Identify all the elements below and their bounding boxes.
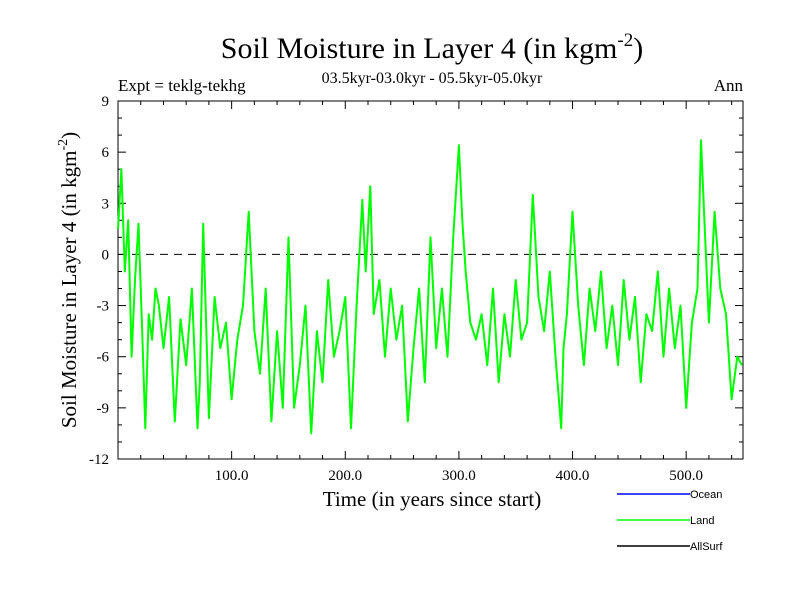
legend-label-allsurf: AllSurf [690, 541, 723, 553]
y-tick-label: 9 [102, 94, 110, 110]
legend: Ocean Land AllSurf [617, 489, 723, 553]
x-axis-ticks: 100.0 200.0 300.0 400.0 500.0 [140, 101, 733, 484]
y-axis-label-group: Soil Moisture in Layer 4 (in kgm-2) [56, 132, 81, 428]
y-axis-label-close: ) [57, 132, 81, 139]
y-tick-label: -9 [97, 401, 110, 417]
x-tick-label: 300.0 [442, 468, 476, 484]
chart-subtitle: 03.5kyr-03.0kyr - 05.5kyr-05.0kyr [322, 70, 543, 87]
plot-frame [117, 100, 744, 460]
chart-title: Soil Moisture in Layer 4 (in kgm [221, 32, 618, 65]
x-tick-label: 200.0 [328, 468, 362, 484]
chart-title-superscript: -2 [617, 30, 633, 51]
y-tick-label: -3 [97, 299, 110, 315]
x-tick-label: 100.0 [215, 468, 249, 484]
expt-label: Expt = teklg-tekhg [118, 76, 246, 95]
y-tick-label: 0 [102, 247, 110, 263]
land-series-line [117, 139, 743, 435]
y-tick-label: -6 [97, 350, 110, 366]
legend-label-ocean: Ocean [690, 489, 722, 501]
chart-title-group: Soil Moisture in Layer 4 (in kgm-2) [221, 30, 643, 65]
chart-title-close: ) [633, 32, 643, 65]
y-tick-label: 3 [102, 196, 110, 212]
y-axis-label-superscript: -2 [56, 139, 71, 151]
y-axis-label: Soil Moisture in Layer 4 (in kgm [57, 151, 81, 429]
x-axis-label: Time (in years since start) [323, 487, 542, 511]
y-axis-ticks: -12 -9 -6 -3 0 3 6 9 [89, 94, 743, 468]
season-label: Ann [714, 76, 744, 95]
x-tick-label: 400.0 [556, 468, 590, 484]
x-tick-label: 500.0 [669, 468, 703, 484]
legend-label-land: Land [690, 515, 714, 527]
y-tick-label: -12 [89, 452, 109, 468]
y-tick-label: 6 [102, 145, 110, 161]
